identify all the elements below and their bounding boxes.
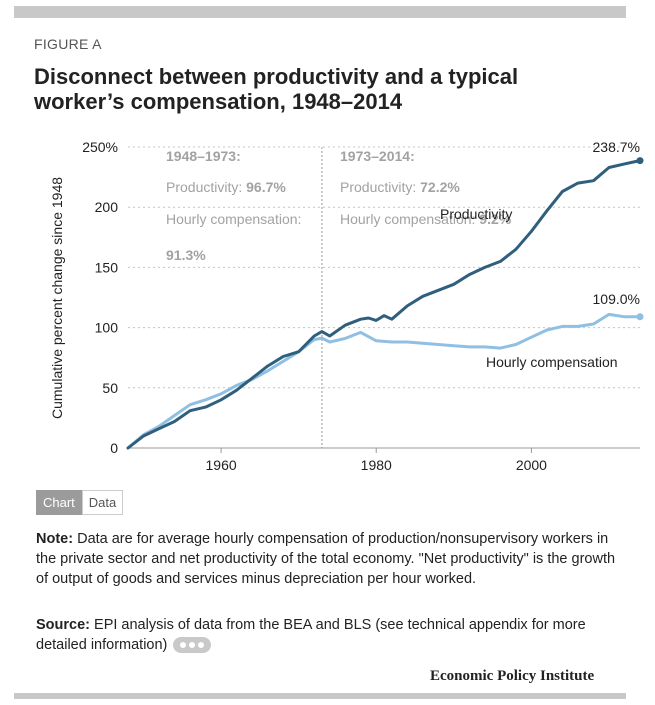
productivity-end-point <box>636 157 644 165</box>
tab-chart[interactable]: Chart <box>36 490 82 515</box>
y-tick-label: 0 <box>110 440 118 456</box>
y-axis-label: Cumulative percent change since 1948 <box>49 177 65 419</box>
productivity-end-label: 238.7% <box>593 139 640 155</box>
source-label: Source: <box>36 617 90 633</box>
chart-title: Disconnect between productivity and a ty… <box>34 64 519 114</box>
more-options-button[interactable] <box>173 637 212 654</box>
dot-icon <box>189 642 196 649</box>
period2-compensation: Hourly compensation: 9.2% <box>340 211 512 227</box>
bottom-rule <box>14 693 626 699</box>
period-annotations: 1948–1973: Productivity: 96.7% Hourly co… <box>166 148 512 263</box>
compensation-end-point <box>636 313 644 321</box>
compensation-end-label: 109.0% <box>593 291 640 307</box>
period1-compensation-value: 91.3% <box>166 247 206 263</box>
view-tabs: Chart Data <box>36 490 124 515</box>
period2-heading: 1973–2014: <box>340 148 415 164</box>
line-chart: 0 50 100 150 200 250% 1960 1980 2000 1948–1973: … <box>49 139 644 473</box>
x-tick-label: 1960 <box>206 457 237 473</box>
source-text: EPI analysis of data from the BEA and BL… <box>36 617 586 653</box>
tab-data[interactable]: Data <box>81 490 124 515</box>
y-tick-label: 150 <box>95 259 119 275</box>
figure-label: FIGURE A <box>34 36 102 52</box>
series <box>126 157 644 450</box>
source-paragraph: Source: EPI analysis of data from the BE… <box>36 615 616 655</box>
period2-productivity: Productivity: 72.2% <box>340 179 460 195</box>
productivity-line <box>126 159 642 450</box>
y-tick-label: 50 <box>102 380 118 396</box>
period1-compensation-label: Hourly compensation: <box>166 211 301 227</box>
organization-credit: Economic Policy Institute <box>430 668 595 684</box>
y-tick-label: 200 <box>95 199 119 215</box>
compensation-series-label: Hourly compensation <box>486 354 618 370</box>
dot-icon <box>180 642 187 649</box>
dot-icon <box>198 642 205 649</box>
productivity-series-label: Productivity <box>440 206 512 222</box>
x-tick-label: 2000 <box>516 457 547 473</box>
period1-heading: 1948–1973: <box>166 148 241 164</box>
y-tick-label: 100 <box>95 320 119 336</box>
y-tick-label: 250% <box>82 139 118 155</box>
note-paragraph: Note: Data are for average hourly compen… <box>36 529 616 589</box>
period1-productivity: Productivity: 96.7% <box>166 179 286 195</box>
axes: 0 50 100 150 200 250% 1960 1980 2000 <box>82 139 640 473</box>
note-label: Note: <box>36 531 74 547</box>
note-text: Data are for average hourly compensation… <box>36 531 616 587</box>
compensation-line <box>126 312 642 450</box>
x-tick-label: 1980 <box>361 457 392 473</box>
top-rule <box>14 6 626 18</box>
